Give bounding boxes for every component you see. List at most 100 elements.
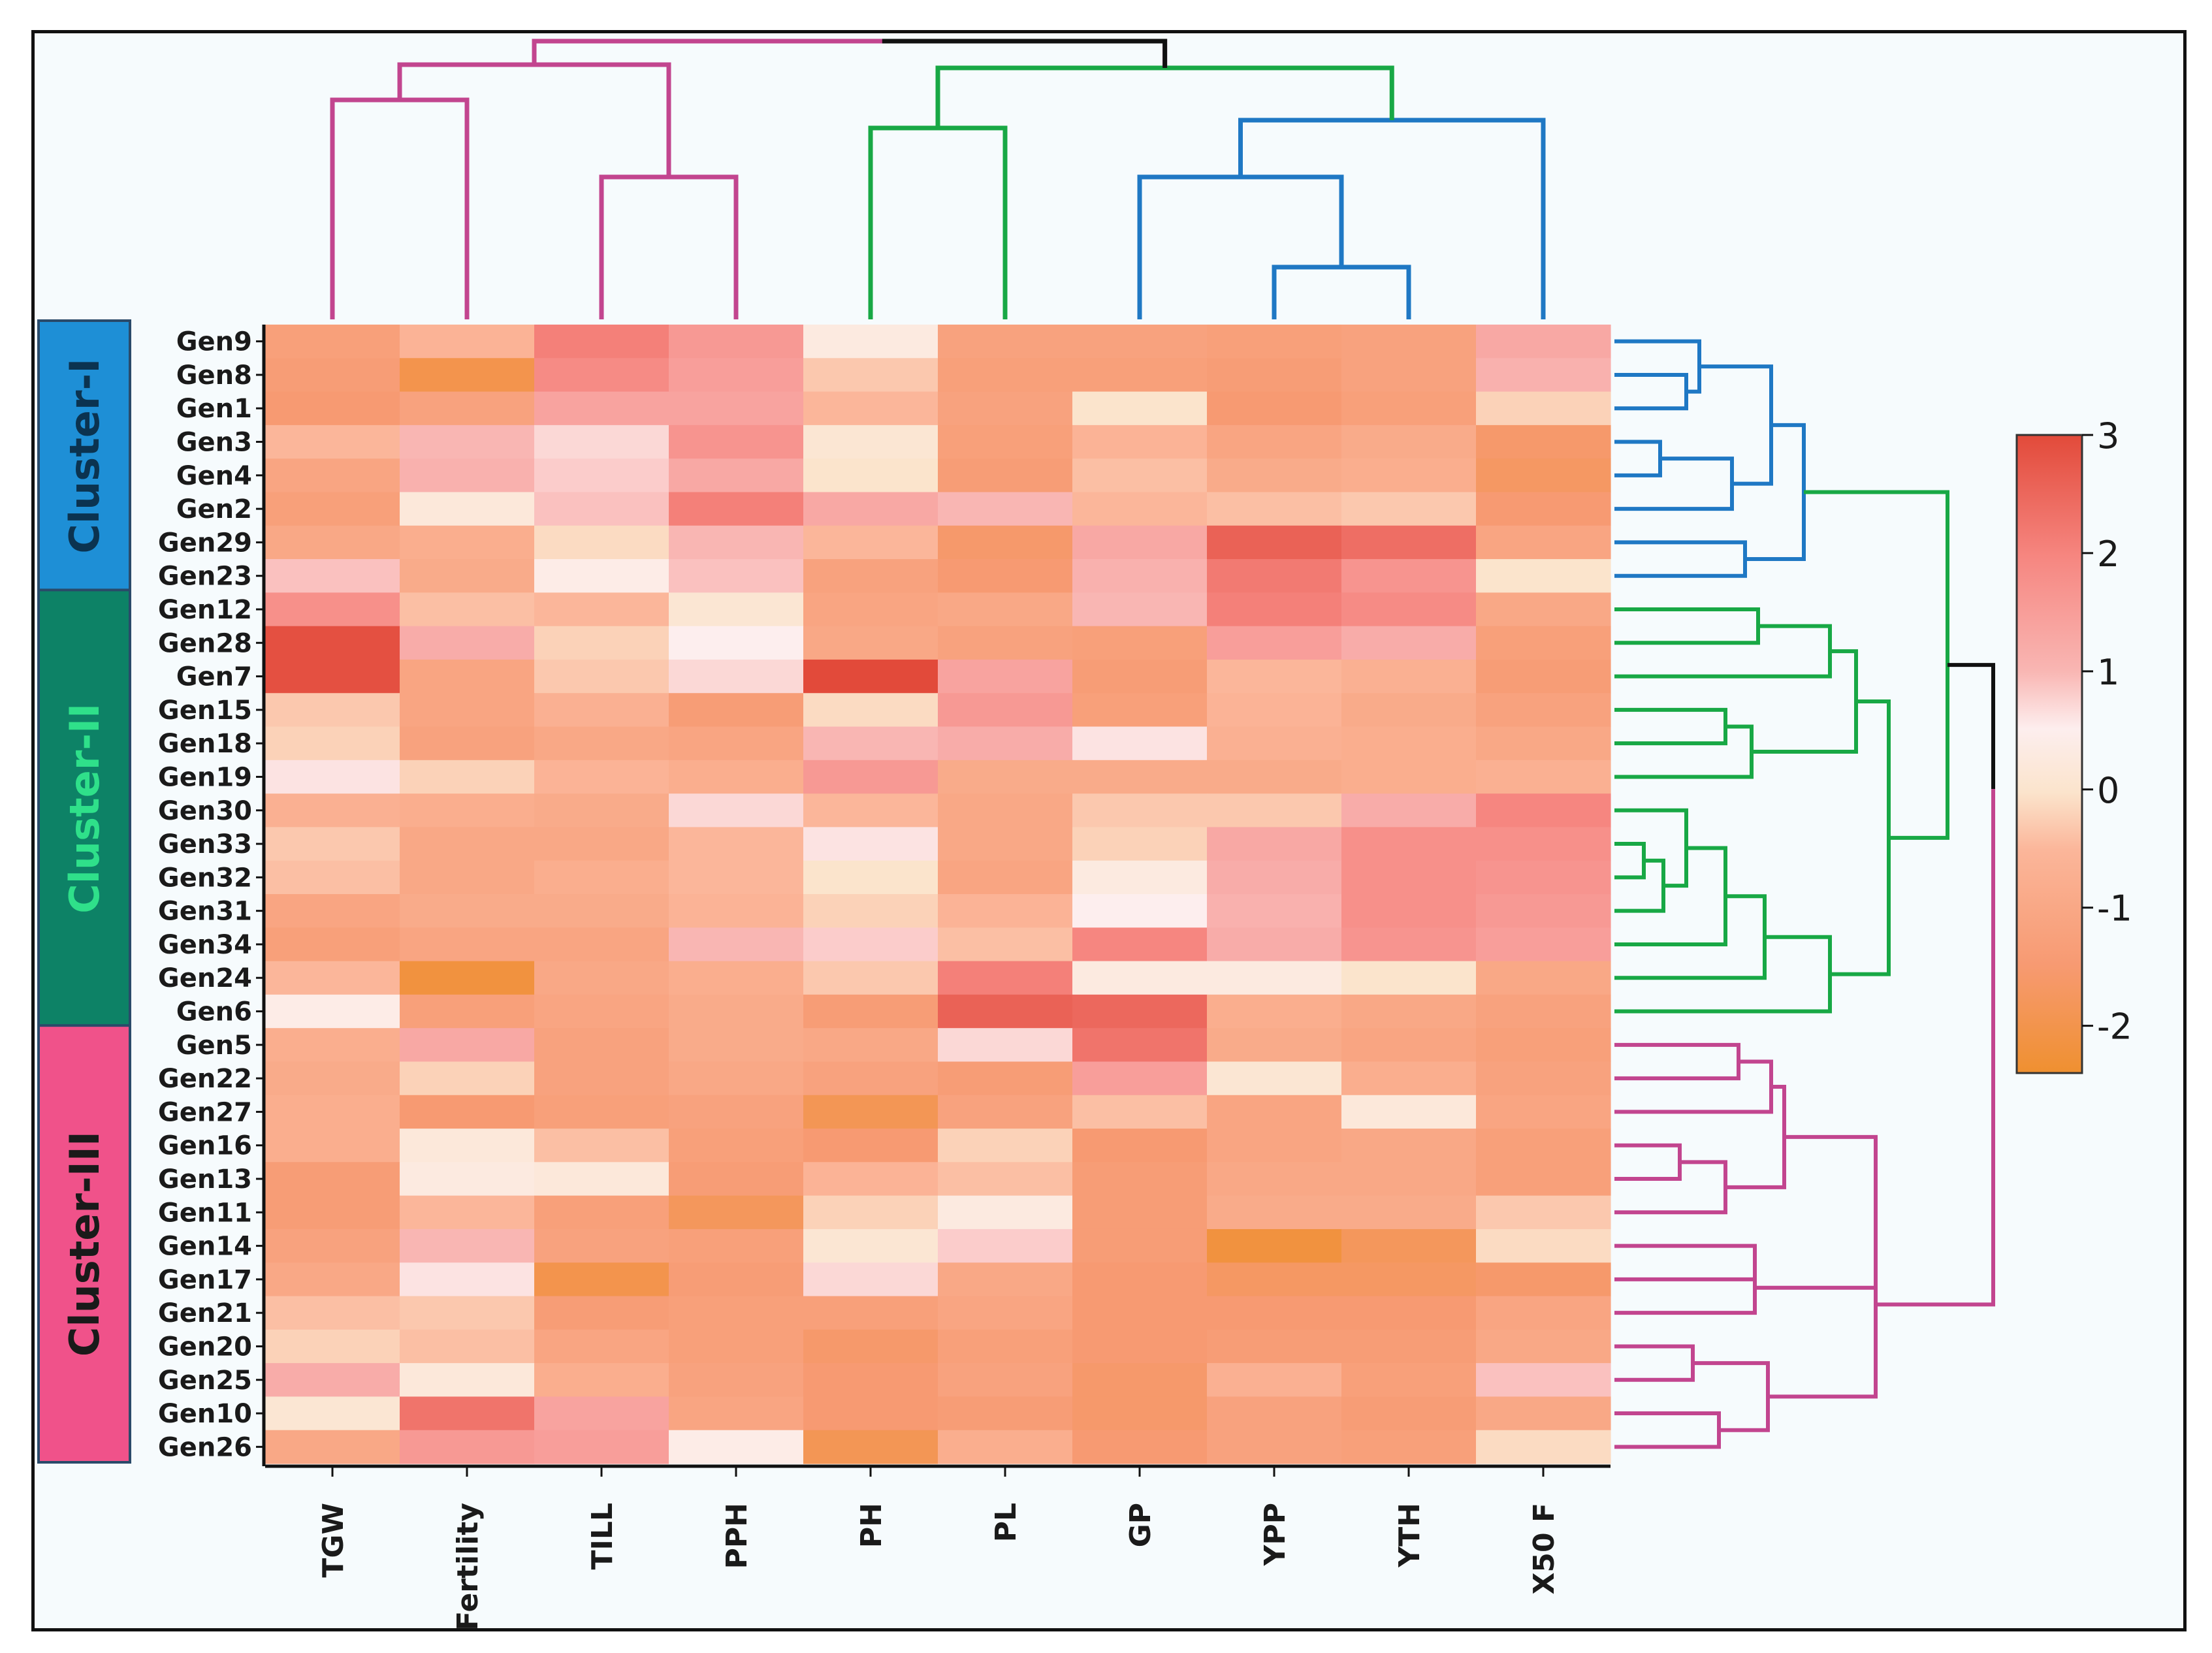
heatmap-cell-gen3-pph bbox=[669, 425, 804, 459]
heatmap-cell-gen11-pph bbox=[669, 1195, 804, 1230]
heatmap-cell-gen7-ph bbox=[803, 659, 938, 694]
heatmap-cell-gen14-pph bbox=[669, 1228, 804, 1263]
heatmap-cell-gen25-ypp bbox=[1207, 1363, 1342, 1398]
rowdendro-cl1-a bbox=[1699, 364, 1773, 486]
heatmap-cell-gen21-pl bbox=[938, 1296, 1073, 1330]
heatmap-cell-gen23-pph bbox=[669, 559, 804, 593]
heatmap-cell-gen16-till bbox=[534, 1129, 669, 1163]
heatmap-cell-gen18-till bbox=[534, 726, 669, 761]
heatmap-cell-gen24-pl bbox=[938, 961, 1073, 995]
heatmap-cell-gen13-pph bbox=[669, 1162, 804, 1196]
cluster-label-cluster-ii: Cluster-II bbox=[61, 703, 108, 914]
heatmap-cell-gen27-ph bbox=[803, 1095, 938, 1129]
heatmap-cell-gen29-ypp bbox=[1207, 525, 1342, 560]
heatmap-cell-gen34-ph bbox=[803, 927, 938, 962]
heatmap-cell-gen29-pph bbox=[669, 525, 804, 560]
heatmap-cell-gen17-yth bbox=[1341, 1262, 1477, 1297]
heatmap-cell-gen16-fertility bbox=[400, 1129, 535, 1163]
heatmap-cell-gen12-tgw bbox=[265, 592, 400, 627]
heatmap-cell-gen18-tgw bbox=[265, 726, 400, 761]
heatmap-cell-gen3-yth bbox=[1341, 425, 1477, 459]
cluster-band-cluster-i bbox=[37, 319, 131, 593]
heatmap-cell-gen15-pph bbox=[669, 693, 804, 728]
heatmap-cell-gen21-till bbox=[534, 1296, 669, 1330]
heatmap-cell-gen17-x50-f bbox=[1476, 1262, 1611, 1297]
heatmap-cell-gen13-yth bbox=[1341, 1162, 1477, 1196]
heatmap-cell-gen17-fertility bbox=[400, 1262, 535, 1297]
heatmap-cell-gen21-tgw bbox=[265, 1296, 400, 1330]
column-label-ph: PH bbox=[855, 1503, 888, 1548]
heatmap-cell-gen34-till bbox=[534, 927, 669, 962]
heatmap-cell-gen27-pl bbox=[938, 1095, 1073, 1129]
heatmap-cell-gen13-till bbox=[534, 1162, 669, 1196]
heatmap-cell-gen17-ph bbox=[803, 1262, 938, 1297]
heatmap-cell-gen8-tgw bbox=[265, 358, 400, 393]
heatmap-cell-gen5-ypp bbox=[1207, 1028, 1342, 1063]
heatmap-cell-gen27-till bbox=[534, 1095, 669, 1129]
heatmap-cell-gen2-till bbox=[534, 492, 669, 526]
heatmap-cell-gen12-till bbox=[534, 592, 669, 627]
heatmap-cell-gen23-ph bbox=[803, 559, 938, 593]
heatmap-cell-gen9-ph bbox=[803, 325, 938, 359]
column-label-yth: YTH bbox=[1393, 1503, 1426, 1568]
row-label-gen5: Gen5 bbox=[176, 1031, 252, 1061]
row-label-gen22: Gen22 bbox=[158, 1064, 252, 1094]
heatmap-cell-gen33-yth bbox=[1341, 827, 1477, 861]
row-label-gen12: Gen12 bbox=[158, 595, 252, 625]
heatmap-cell-gen8-fertility bbox=[400, 358, 535, 393]
heatmap-cell-gen25-yth bbox=[1341, 1363, 1477, 1398]
heatmap-cell-gen20-tgw bbox=[265, 1329, 400, 1364]
heatmap-cell-gen2-ph bbox=[803, 492, 938, 526]
heatmap-cell-gen28-yth bbox=[1341, 626, 1477, 660]
row-label-gen33: Gen33 bbox=[158, 829, 252, 859]
heatmap-cell-gen8-yth bbox=[1341, 358, 1477, 393]
row-label-gen6: Gen6 bbox=[176, 997, 252, 1027]
heatmap-cell-gen20-x50-f bbox=[1476, 1329, 1611, 1364]
heatmap-cell-gen13-x50-f bbox=[1476, 1162, 1611, 1196]
heatmap-cell-gen22-pph bbox=[669, 1061, 804, 1096]
heatmap-cell-gen20-fertility bbox=[400, 1329, 535, 1364]
heatmap-cell-gen19-till bbox=[534, 760, 669, 794]
heatmap-cell-gen25-pph bbox=[669, 1363, 804, 1398]
heatmap-cell-gen8-pph bbox=[669, 358, 804, 393]
rowdendro-gen29-gen23 bbox=[1614, 540, 1747, 578]
heatmap-cell-gen4-tgw bbox=[265, 458, 400, 493]
heatmap-axes bbox=[262, 325, 1611, 1468]
heatmap-cell-gen18-ypp bbox=[1207, 726, 1342, 761]
heatmap-cell-gen11-gp bbox=[1072, 1195, 1208, 1230]
heatmap-cell-gen20-ph bbox=[803, 1329, 938, 1364]
heatmap-cell-gen5-tgw bbox=[265, 1028, 400, 1063]
heatmap-cell-gen3-fertility bbox=[400, 425, 535, 459]
heatmap-cell-gen12-pph bbox=[669, 592, 804, 627]
heatmap-cell-gen13-ypp bbox=[1207, 1162, 1342, 1196]
column-dendrogram bbox=[330, 39, 1546, 319]
heatmap-cell-gen17-till bbox=[534, 1262, 669, 1297]
heatmap-cell-gen7-ypp bbox=[1207, 659, 1342, 694]
heatmap-cell-gen31-ph bbox=[803, 894, 938, 928]
heatmap-cell-gen11-ph bbox=[803, 1195, 938, 1230]
heatmap-cell-gen21-pph bbox=[669, 1296, 804, 1330]
row-label-gen18: Gen18 bbox=[158, 729, 252, 759]
heatmap-cell-gen32-ypp bbox=[1207, 860, 1342, 895]
heatmap-cell-gen20-ypp bbox=[1207, 1329, 1342, 1364]
heatmap-cell-gen20-till bbox=[534, 1329, 669, 1364]
heatmap-cell-gen5-gp bbox=[1072, 1028, 1208, 1063]
heatmap-cell-gen24-gp bbox=[1072, 961, 1208, 995]
heatmap-cell-gen19-ypp bbox=[1207, 760, 1342, 794]
row-label-gen8: Gen8 bbox=[176, 361, 252, 391]
heatmap-cell-gen20-yth bbox=[1341, 1329, 1477, 1364]
heatmap-cell-gen15-fertility bbox=[400, 693, 535, 728]
row-label-gen4: Gen4 bbox=[176, 461, 252, 491]
heatmap-cell-gen2-x50-f bbox=[1476, 492, 1611, 526]
heatmap-cell-gen10-pph bbox=[669, 1396, 804, 1431]
heatmap-cell-gen24-pph bbox=[669, 961, 804, 995]
heatmap-cell-gen13-ph bbox=[803, 1162, 938, 1196]
rowdendro-gen2 bbox=[1614, 457, 1734, 511]
heatmap-cell-gen1-tgw bbox=[265, 391, 400, 426]
row-label-gen34: Gen34 bbox=[158, 930, 252, 960]
row-label-gen9: Gen9 bbox=[176, 327, 252, 357]
heatmap-cell-gen20-pl bbox=[938, 1329, 1073, 1364]
heatmap-cell-gen5-pph bbox=[669, 1028, 804, 1063]
heatmap-cell-gen2-pph bbox=[669, 492, 804, 526]
column-label-till: TILL bbox=[586, 1503, 619, 1569]
